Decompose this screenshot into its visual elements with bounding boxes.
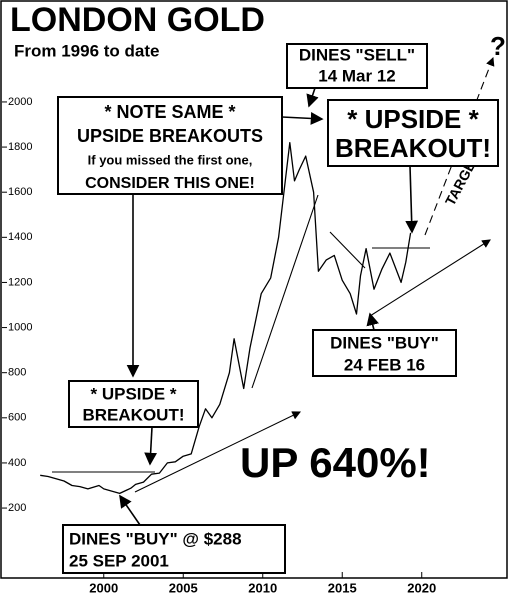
big-label: UP 640%! <box>240 439 431 486</box>
question-mark: ? <box>490 31 506 61</box>
annotation-text: * UPSIDE * <box>91 384 177 403</box>
x-tick-label: 2005 <box>169 580 198 595</box>
annotation-box <box>57 96 283 195</box>
y-tick-label: 400 <box>8 457 26 469</box>
y-tick-label: 1200 <box>8 276 32 288</box>
annotation-text: 25 SEP 2001 <box>69 551 169 570</box>
y-tick-label: 1600 <box>8 186 32 198</box>
y-tick-label: 2000 <box>8 96 32 108</box>
annotation-text: If you missed the first one, <box>88 152 253 167</box>
annotation-box <box>327 99 499 167</box>
y-tick-label: 1000 <box>8 321 32 333</box>
annotation-text: 24 FEB 16 <box>344 355 425 374</box>
y-tick-label: 1800 <box>8 141 32 153</box>
annotation-text: * UPSIDE * <box>347 104 479 134</box>
y-tick-label: 1400 <box>8 231 32 243</box>
annotation-box <box>62 524 286 574</box>
annotation-text: DINES "SELL" <box>299 45 415 64</box>
x-tick-label: 2020 <box>407 580 436 595</box>
annotation-box <box>312 329 457 377</box>
y-tick-label: 800 <box>8 367 26 379</box>
plot: 200 400 600 800 1000 1200 1400 1600 1800 2000 <box>2 96 423 578</box>
annotation-text: BREAKOUT! <box>83 405 185 424</box>
annotation-text: BREAKOUT! <box>335 133 491 163</box>
annotation-box <box>286 43 428 89</box>
annotation-text: 14 Mar 12 <box>318 66 396 85</box>
price-line <box>40 141 412 495</box>
annotation-text: CONSIDER THIS ONE! <box>85 175 255 192</box>
y-tick-label: 200 <box>8 502 26 514</box>
arrows <box>119 87 419 526</box>
chart-subtitle: From 1996 to date <box>14 41 160 60</box>
chart-title: LONDON GOLD <box>10 1 265 39</box>
y-tick-label: 600 <box>8 412 26 424</box>
annotation-text: DINES "BUY" <box>330 333 439 352</box>
annotation-text: UPSIDE BREAKOUTS <box>77 126 263 146</box>
x-tick-label: 2015 <box>328 580 357 595</box>
annotation-text: DINES "BUY" @ $288 <box>69 529 242 548</box>
frame <box>0 0 508 579</box>
x-tick-label: 2000 <box>89 580 118 595</box>
x-tick-label: 2010 <box>248 580 277 595</box>
annotation-text: * NOTE SAME * <box>104 102 235 122</box>
annotation-box <box>68 380 199 428</box>
